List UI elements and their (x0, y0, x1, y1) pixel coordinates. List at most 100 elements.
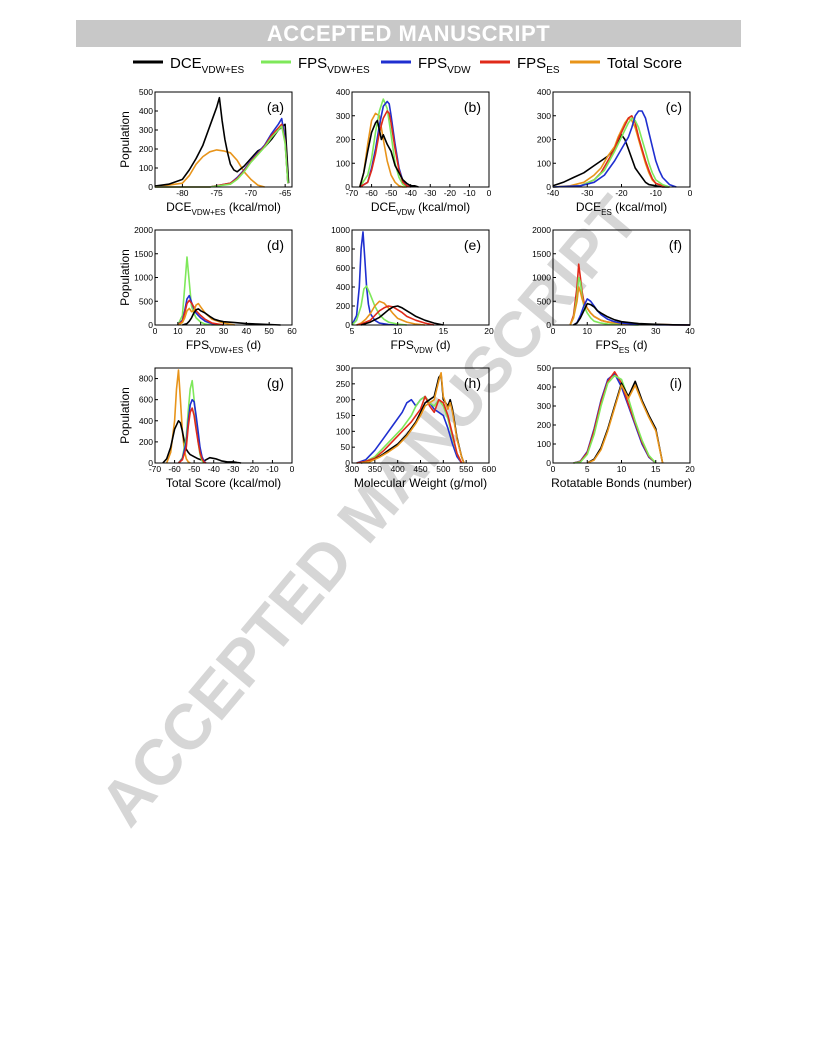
y-tick-label: 1000 (532, 273, 551, 283)
x-tick-label: 350 (368, 464, 382, 474)
x-tick-label: 20 (196, 326, 206, 336)
y-tick-label: 100 (139, 163, 153, 173)
x-tick-label: -10 (650, 188, 663, 198)
legend-item: DCEVDW+ES (133, 55, 245, 76)
series-line (360, 305, 444, 326)
x-tick-label: 40 (685, 326, 695, 336)
x-tick-label: 0 (688, 188, 693, 198)
y-tick-label: 0 (345, 458, 350, 468)
y-tick-label: 300 (336, 363, 350, 373)
series-line (569, 263, 691, 326)
series-line (154, 149, 265, 188)
series-line (569, 286, 691, 326)
x-axis-label: Total Score (kcal/mol) (166, 476, 281, 490)
y-tick-label: 600 (336, 263, 350, 273)
y-tick-label: 2000 (532, 225, 551, 235)
series-line (552, 115, 670, 188)
y-tick-label: 400 (537, 382, 551, 392)
x-tick-label: -10 (463, 188, 476, 198)
y-tick-label: 400 (336, 87, 350, 97)
x-tick-label: -20 (247, 464, 260, 474)
y-tick-label: 1500 (532, 249, 551, 259)
y-tick-label: 400 (139, 106, 153, 116)
x-axis-label: Rotatable Bonds (number) (551, 476, 692, 490)
x-axis-label: FPSES (d) (595, 338, 647, 355)
plot-frame (154, 367, 293, 464)
chart-panel: -70 -60 -50 -40 -30 -20 -10 0 0 100 200 300 400 (b) DC… (336, 87, 492, 217)
x-tick-label: 40 (242, 326, 252, 336)
series-line (356, 305, 435, 326)
x-tick-label: 450 (413, 464, 427, 474)
legend-label: FPSES (517, 55, 560, 76)
legend-label: Total Score (607, 55, 682, 72)
x-tick-label: 0 (551, 326, 556, 336)
x-tick-label: -65 (279, 188, 292, 198)
series-line (360, 371, 465, 464)
panel-label: (d) (267, 237, 284, 253)
x-tick-label: 0 (153, 326, 158, 336)
chart-panel: -80 -75 -70 -65 0 100 200 300 400 500 (a) DCEVDW+ES… (118, 87, 293, 217)
series-line (351, 285, 407, 326)
y-tick-label: 0 (148, 458, 153, 468)
y-tick-label: 150 (336, 411, 350, 421)
x-tick-label: 5 (585, 464, 590, 474)
y-tick-label: 100 (537, 158, 551, 168)
y-tick-label: 200 (336, 301, 350, 311)
y-tick-label: 800 (139, 374, 153, 384)
y-tick-label: 500 (537, 363, 551, 373)
series-line (356, 395, 463, 464)
y-tick-label: 200 (537, 420, 551, 430)
series-line (552, 110, 677, 188)
chart-panel: -40 -30 -20 -10 0 0 100 200 300 400 (c) DCEES (kcal… (537, 87, 693, 217)
chart-panel: 0 10 20 30 40 0 500 1000 1500 2000 (f) FPSES (d) (532, 225, 695, 355)
x-tick-label: -60 (365, 188, 378, 198)
y-tick-label: 400 (139, 416, 153, 426)
series-line (177, 302, 236, 326)
series-line (155, 123, 289, 188)
y-tick-label: 200 (537, 135, 551, 145)
x-tick-label: -10 (266, 464, 279, 474)
x-tick-label: -30 (424, 188, 437, 198)
x-tick-label: -20 (615, 188, 628, 198)
y-tick-label: 1000 (134, 273, 153, 283)
y-tick-label: 1500 (134, 249, 153, 259)
x-tick-label: -40 (405, 188, 418, 198)
accepted-manuscript-banner: ACCEPTED MANUSCRIPT (76, 20, 741, 47)
x-tick-label: 500 (436, 464, 450, 474)
x-tick-label: -60 (168, 464, 181, 474)
x-tick-label: 15 (651, 464, 661, 474)
x-tick-label: -50 (188, 464, 201, 474)
x-tick-label: 0 (487, 188, 492, 198)
chart-panel: 300 350 400 450 500 550 600 0 50 100 150 200 250 300 (… (336, 363, 497, 490)
y-tick-label: 100 (336, 158, 350, 168)
series-line (573, 370, 657, 464)
x-tick-label: 0 (551, 464, 556, 474)
x-axis-label: FPSVDW (d) (390, 338, 450, 355)
x-tick-label: 0 (290, 464, 295, 474)
y-tick-label: 400 (336, 282, 350, 292)
legend-item: FPSVDW (381, 55, 471, 76)
y-tick-label: 0 (345, 320, 350, 330)
y-axis-label: Population (118, 387, 132, 444)
y-tick-label: 1000 (331, 225, 350, 235)
series-line (586, 380, 664, 464)
x-tick-label: 400 (391, 464, 405, 474)
panel-label: (c) (666, 99, 682, 115)
y-tick-label: 100 (336, 426, 350, 436)
y-tick-label: 0 (546, 458, 551, 468)
x-tick-label: 20 (484, 326, 494, 336)
x-tick-label: 600 (482, 464, 496, 474)
y-tick-label: 0 (546, 182, 551, 192)
plot-frame (351, 229, 490, 326)
x-tick-label: -70 (346, 188, 359, 198)
panel-label: (a) (267, 99, 284, 115)
y-tick-label: 2000 (134, 225, 153, 235)
x-tick-label: 10 (393, 326, 403, 336)
x-tick-label: -20 (444, 188, 457, 198)
y-tick-label: 400 (537, 87, 551, 97)
legend-label: FPSVDW+ES (298, 55, 370, 76)
legend: DCEVDW+ES FPSVDW+ES FPSVDW FPSES Total Score (133, 55, 682, 76)
